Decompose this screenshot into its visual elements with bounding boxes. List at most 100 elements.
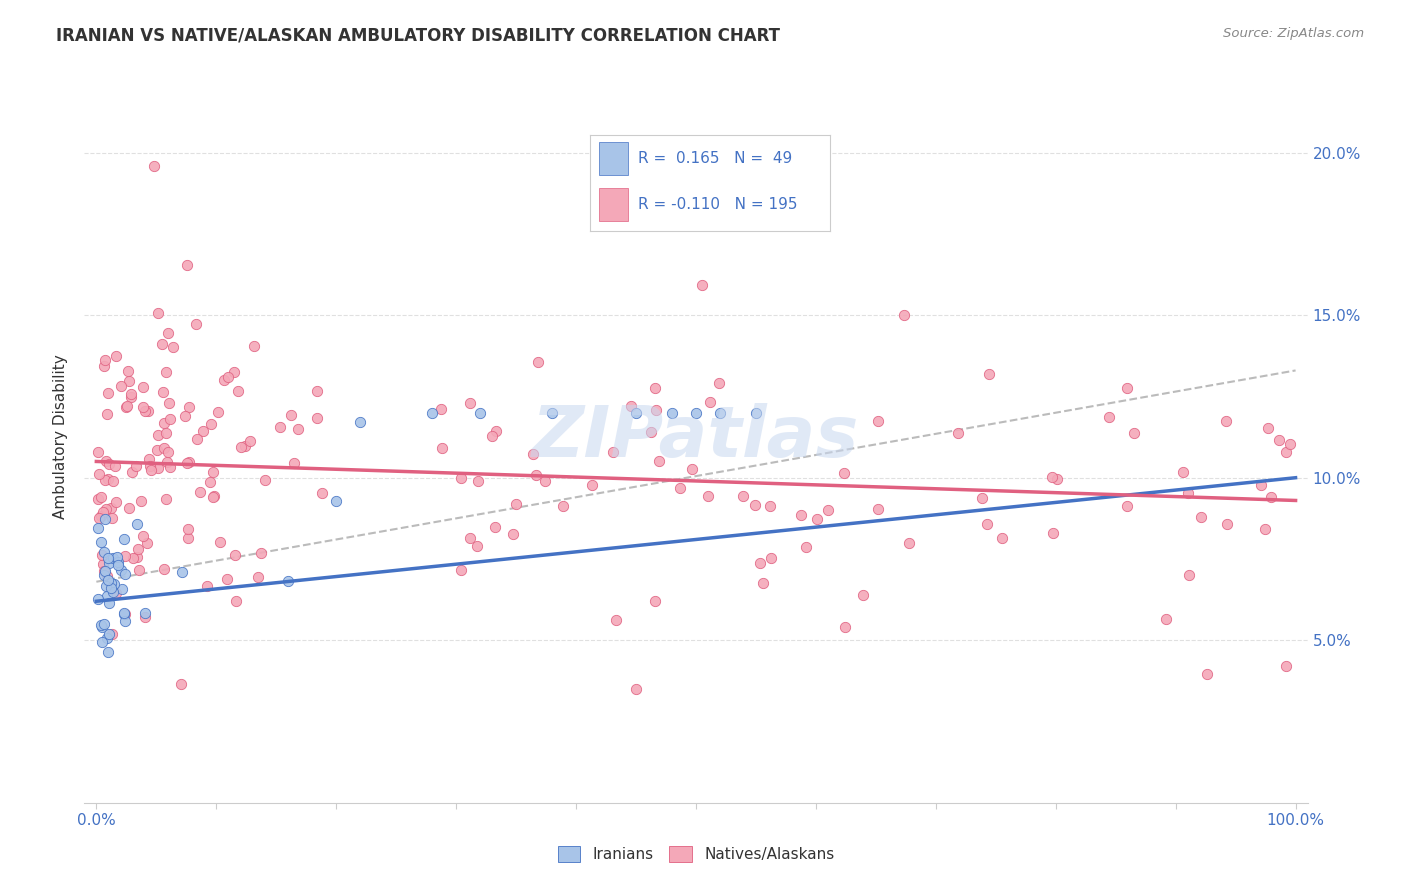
Point <box>105 549 128 564</box>
Point <box>817 503 839 517</box>
Point <box>86 491 108 506</box>
Point <box>1260 491 1282 505</box>
Point <box>91 634 114 648</box>
Point <box>481 429 503 443</box>
Point <box>624 406 647 420</box>
Point <box>1123 425 1146 440</box>
Point <box>526 355 548 369</box>
Point <box>834 620 856 634</box>
Point <box>1177 486 1199 500</box>
Point <box>269 419 291 434</box>
Point <box>97 550 120 565</box>
Point <box>450 471 472 485</box>
Point <box>690 278 713 293</box>
Point <box>224 365 246 379</box>
Point <box>1216 517 1239 532</box>
Point <box>177 454 200 468</box>
Y-axis label: Ambulatory Disability: Ambulatory Disability <box>53 355 69 519</box>
Point <box>112 607 135 621</box>
Legend: Iranians, Natives/Alaskans: Iranians, Natives/Alaskans <box>551 840 841 868</box>
Point <box>1178 568 1201 582</box>
Point <box>1253 522 1275 536</box>
Point <box>1257 421 1279 435</box>
Point <box>159 412 181 426</box>
Point <box>87 467 110 481</box>
Point <box>522 447 544 461</box>
Point <box>101 551 124 566</box>
Point <box>970 491 993 506</box>
Point <box>134 607 156 621</box>
Point <box>225 593 247 607</box>
Point <box>96 568 118 582</box>
Point <box>146 306 169 320</box>
Point <box>977 367 1000 381</box>
Point <box>110 379 132 393</box>
Point <box>86 521 108 535</box>
Point <box>136 404 159 418</box>
Point <box>502 527 524 541</box>
Point <box>97 645 120 659</box>
Point <box>131 400 153 414</box>
Point <box>745 406 768 420</box>
Point <box>170 566 193 580</box>
Point <box>202 465 225 479</box>
Point <box>112 606 135 620</box>
Point <box>200 417 222 431</box>
Point <box>250 546 273 560</box>
Point <box>101 627 124 641</box>
Point <box>91 549 114 563</box>
Point <box>605 613 627 627</box>
Point <box>132 529 155 543</box>
Point <box>1197 667 1219 681</box>
Point <box>669 481 692 495</box>
Point <box>644 594 666 608</box>
Point <box>110 563 132 577</box>
Point <box>134 609 156 624</box>
Point <box>624 681 647 696</box>
Point <box>796 540 818 554</box>
Point <box>311 486 333 500</box>
Point <box>93 544 115 558</box>
Point <box>96 407 118 421</box>
Point <box>87 511 110 525</box>
Point <box>620 399 643 413</box>
Point <box>127 541 149 556</box>
Point <box>157 396 180 410</box>
Point <box>91 557 114 571</box>
Point <box>90 620 112 634</box>
Point <box>866 414 889 428</box>
Point <box>1042 526 1064 541</box>
Point <box>287 422 309 436</box>
Point <box>991 531 1014 545</box>
Point <box>97 457 120 471</box>
Point <box>115 401 138 415</box>
Point <box>191 425 214 439</box>
Point <box>280 408 302 422</box>
Point <box>146 443 169 458</box>
Point <box>893 308 915 322</box>
Point <box>648 454 671 468</box>
Point <box>430 401 453 416</box>
Point <box>104 495 127 509</box>
Point <box>852 588 875 602</box>
Point <box>94 564 117 578</box>
Point <box>155 365 177 379</box>
Point <box>832 466 855 480</box>
Point <box>94 454 117 468</box>
Point <box>153 417 176 431</box>
Point <box>215 573 238 587</box>
Point <box>176 456 198 470</box>
Point <box>97 557 120 571</box>
Point <box>1189 509 1212 524</box>
Point <box>458 531 481 545</box>
Point <box>239 434 262 449</box>
FancyBboxPatch shape <box>599 142 628 175</box>
Point <box>155 492 177 507</box>
Point <box>247 569 270 583</box>
Text: IRANIAN VS NATIVE/ALASKAN AMBULATORY DISABILITY CORRELATION CHART: IRANIAN VS NATIVE/ALASKAN AMBULATORY DIS… <box>56 27 780 45</box>
Point <box>115 399 138 413</box>
Point <box>430 441 453 455</box>
Point <box>93 359 115 374</box>
Point <box>325 494 347 508</box>
Point <box>898 536 921 550</box>
